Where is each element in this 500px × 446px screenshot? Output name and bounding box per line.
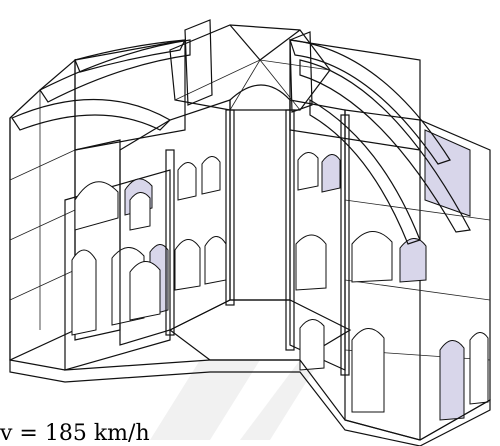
nave-left-arcade-3 xyxy=(129,261,161,321)
vault-roof xyxy=(169,19,331,113)
nave-right-wall xyxy=(289,99,346,371)
nave-central-void xyxy=(229,84,291,301)
nave-right-arcade-1 xyxy=(295,234,327,291)
buttress-right-3 xyxy=(289,39,451,165)
right-arch-1 xyxy=(351,328,385,413)
velocity-caption: v = 185 km/h xyxy=(0,422,150,446)
nave-left-window-3 xyxy=(129,192,151,231)
buttress-left-1 xyxy=(39,39,191,103)
nave-left-arcade-2 xyxy=(204,236,227,285)
right-upper-arch xyxy=(351,231,393,283)
nave-right-window-1 xyxy=(297,152,319,191)
buttress-left-2 xyxy=(11,98,171,131)
left-upper-arch xyxy=(74,181,119,231)
nave-left-window-2 xyxy=(201,156,221,195)
watermark-shape xyxy=(150,360,320,440)
base-slab xyxy=(9,359,491,446)
roof-pier-left xyxy=(184,19,213,106)
right-clerestory xyxy=(424,129,471,217)
right-upper-window xyxy=(399,238,427,283)
nave-left-arcade-1 xyxy=(174,239,201,291)
nave-right-arcade-2 xyxy=(299,319,325,371)
right-arch-3 xyxy=(469,332,489,405)
left-arch-1 xyxy=(71,249,97,336)
right-arch-2 xyxy=(439,340,465,421)
right-aisle-block xyxy=(344,109,491,441)
roof-pier-right xyxy=(289,31,313,113)
nave-left-window-1 xyxy=(177,162,197,201)
nave-right-window-2 xyxy=(321,154,341,193)
piers xyxy=(165,109,350,376)
buttress-right-1 xyxy=(299,59,471,233)
buttress-left-3 xyxy=(74,39,187,73)
